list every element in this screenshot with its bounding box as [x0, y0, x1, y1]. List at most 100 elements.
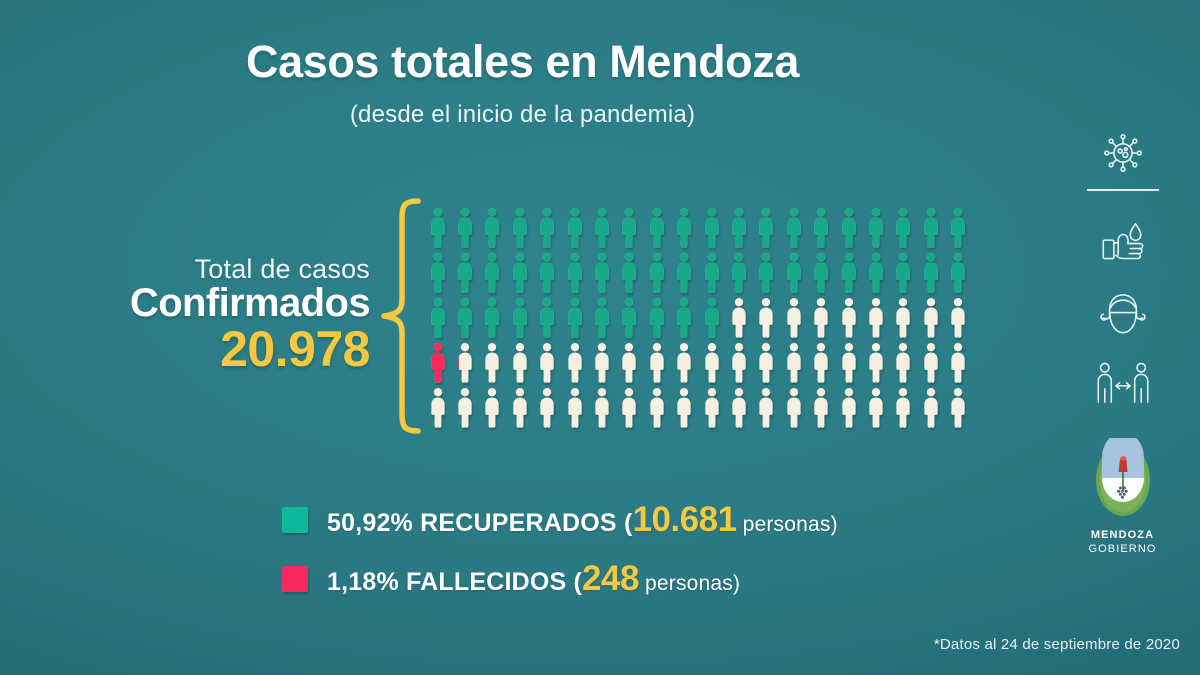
pictogram-person [753, 343, 780, 388]
pictogram-person [451, 388, 478, 433]
legend-label-fallecidos: 1,18% FALLECIDOS (248 personas) [327, 559, 740, 599]
pictogram-person [780, 208, 807, 253]
pictogram-person [561, 208, 588, 253]
pictogram-person [808, 388, 835, 433]
pictogram-person [780, 298, 807, 343]
page-subtitle: (desde el inicio de la pandemia) [349, 101, 696, 128]
pictogram-person [780, 343, 807, 388]
pictogram-person [616, 343, 643, 388]
pictogram-person [561, 343, 588, 388]
pictogram-person [671, 208, 698, 253]
pictogram-person [451, 343, 478, 388]
pictogram-person [588, 253, 615, 298]
pictogram-person [671, 253, 698, 298]
pictogram-person [890, 208, 917, 253]
pictogram-person [506, 253, 533, 298]
pictogram-person [561, 298, 588, 343]
pictogram-person [616, 208, 643, 253]
pictogram-person [588, 298, 615, 343]
summary-line-2: Confirmados [129, 281, 371, 326]
pictogram-person [643, 298, 670, 343]
rail-divider [1086, 189, 1159, 191]
pictogram-person [451, 253, 478, 298]
pictogram-person [561, 388, 588, 433]
curly-brace-icon [378, 196, 422, 441]
pictogram-person [862, 253, 889, 298]
pictogram-person [588, 208, 615, 253]
pictogram-person [725, 298, 752, 343]
handwash-icon [1097, 218, 1149, 273]
legend-text-after-recuperados: personas) [736, 513, 838, 536]
pictogram-person [945, 388, 972, 433]
pictogram-person [945, 298, 972, 343]
pictogram-person [862, 298, 889, 343]
pictogram-person [808, 253, 835, 298]
pictogram-person [643, 253, 670, 298]
pictogram-person [534, 208, 561, 253]
pictogram-person [835, 208, 862, 253]
pictogram-person [643, 343, 670, 388]
pictogram-person [616, 298, 643, 343]
pictogram-person [534, 343, 561, 388]
pictogram-person [808, 343, 835, 388]
pictogram-person [753, 388, 780, 433]
legend-text-before-recuperados: 50,92% RECUPERADOS ( [327, 509, 633, 537]
pictogram-person [479, 208, 506, 253]
legend-text-after-fallecidos: personas) [638, 572, 741, 595]
pictogram-person [835, 388, 862, 433]
pictogram-person [698, 343, 725, 388]
pictogram-person [451, 298, 478, 343]
pictogram-person [917, 253, 944, 298]
pictogram-person [753, 298, 780, 343]
pictogram-person [835, 253, 862, 298]
pictogram-person [616, 253, 643, 298]
mendoza-gobierno-logo: MENDOZA GOBIERNO [1088, 432, 1157, 557]
pictogram-person [835, 343, 862, 388]
pictogram-person [725, 253, 752, 298]
social-distance-icon [1094, 360, 1152, 411]
pictogram-person [917, 298, 944, 343]
logo-line-2: GOBIERNO [1088, 542, 1157, 555]
pictogram-person [890, 388, 917, 433]
summary-total-value: 20.978 [220, 321, 370, 378]
pictogram-person [753, 208, 780, 253]
pictogram-grid [424, 208, 972, 433]
summary-block: Total de casos Confirmados 20.978 [60, 254, 371, 378]
legend-swatch-fallecidos [282, 566, 308, 592]
pictogram-person [890, 253, 917, 298]
pictogram-person [506, 298, 533, 343]
pictogram-person [424, 388, 451, 433]
legend-text-before-fallecidos: 1,18% FALLECIDOS ( [327, 568, 583, 596]
pictogram-person [479, 388, 506, 433]
pictogram-person [808, 298, 835, 343]
pictogram-person [862, 388, 889, 433]
pictogram-person [917, 343, 944, 388]
pictogram-person [780, 388, 807, 433]
pictogram-person [506, 388, 533, 433]
pictogram-person [890, 343, 917, 388]
pictogram-person [424, 343, 451, 388]
pictogram-person [588, 388, 615, 433]
pictogram-person [698, 388, 725, 433]
pictogram-person [698, 208, 725, 253]
pictogram-person [424, 253, 451, 298]
logo-line-1: MENDOZA [1090, 529, 1155, 541]
pictogram-person [506, 208, 533, 253]
pictogram-person [890, 298, 917, 343]
pictogram-person [945, 208, 972, 253]
pictogram-person [835, 298, 862, 343]
legend-count-recuperados: 10.681 [632, 500, 737, 539]
pictogram-person [945, 253, 972, 298]
pictogram-person [725, 343, 752, 388]
pictogram-person [725, 208, 752, 253]
pictogram-person [506, 343, 533, 388]
legend-label-recuperados: 50,92% RECUPERADOS (10.681 personas) [327, 500, 838, 540]
pictogram-person [780, 253, 807, 298]
pictogram-person [424, 208, 451, 253]
virus-icon [1100, 130, 1146, 181]
pictogram-person [725, 388, 752, 433]
pictogram-person [643, 208, 670, 253]
face-mask-icon [1097, 291, 1149, 342]
summary-line-1: Total de casos [194, 254, 370, 284]
